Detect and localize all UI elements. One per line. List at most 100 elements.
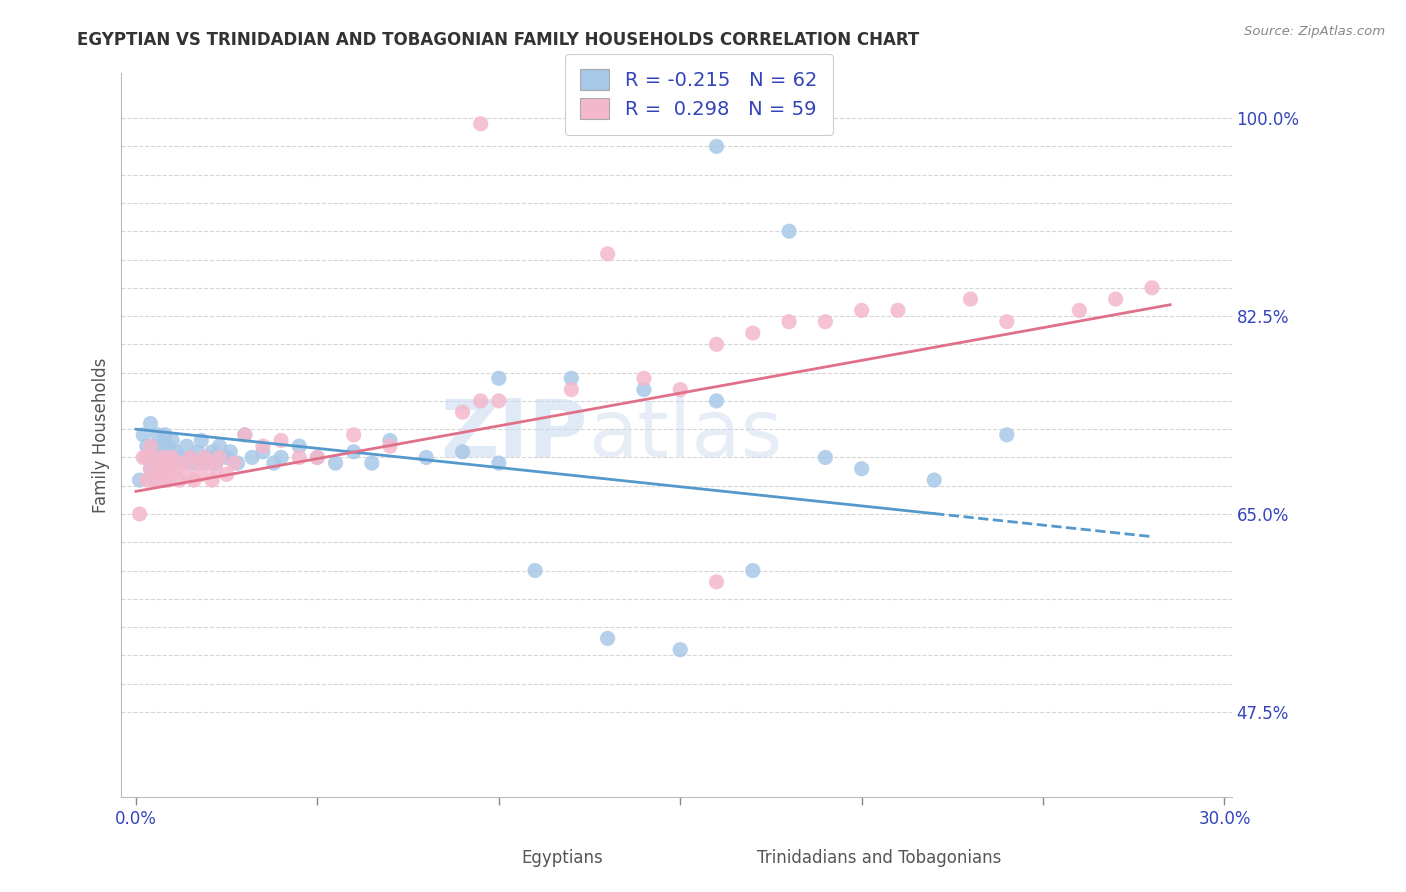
Point (325, 456, 347, 470)
Point (596, 247, 619, 261)
Point (215, 450, 238, 465)
Point (706, 337, 728, 351)
Point (208, 439, 231, 453)
Point (143, 439, 166, 453)
Point (288, 450, 311, 465)
Point (633, 383, 655, 397)
Point (176, 467, 198, 482)
Point (139, 462, 162, 476)
Point (307, 450, 329, 465)
Point (959, 292, 981, 306)
Point (169, 450, 191, 465)
Point (778, 315, 800, 329)
Point (183, 456, 205, 470)
Point (233, 427, 256, 442)
Point (741, 326, 763, 340)
Point (150, 473, 173, 487)
Point (204, 456, 226, 470)
Point (150, 462, 173, 476)
Legend: R = -0.215   N = 62, R =  0.298   N = 59: R = -0.215 N = 62, R = 0.298 N = 59 (565, 54, 832, 135)
Point (706, 574, 728, 589)
Point (162, 467, 184, 482)
Point (378, 439, 401, 453)
Point (143, 473, 166, 487)
Point (596, 632, 619, 646)
Point (157, 456, 180, 470)
Point (378, 434, 401, 448)
Point (226, 456, 249, 470)
Point (135, 450, 157, 465)
Point (669, 642, 692, 657)
Point (1140, 281, 1163, 295)
Point (139, 417, 162, 431)
Point (343, 427, 366, 442)
Point (222, 456, 245, 470)
Text: Trinidadians and Tobagonians: Trinidadians and Tobagonians (756, 848, 1001, 866)
Point (135, 439, 157, 453)
Point (187, 456, 209, 470)
Point (1069, 303, 1091, 318)
Point (132, 427, 155, 442)
Point (157, 450, 180, 465)
Point (169, 473, 191, 487)
Point (146, 427, 169, 442)
Point (183, 473, 205, 487)
Point (190, 434, 212, 448)
Point (165, 462, 187, 476)
Point (208, 450, 231, 465)
Point (197, 450, 219, 465)
Point (146, 450, 169, 465)
Point (162, 456, 184, 470)
Point (153, 473, 176, 487)
Point (219, 444, 242, 458)
Point (252, 439, 274, 453)
Point (270, 434, 292, 448)
Point (488, 456, 510, 470)
Point (150, 439, 173, 453)
Point (741, 564, 763, 578)
Point (146, 450, 169, 465)
Point (633, 371, 655, 385)
Point (995, 315, 1018, 329)
Point (139, 439, 162, 453)
Point (415, 450, 437, 465)
Text: ZIP: ZIP (440, 396, 588, 474)
Point (150, 456, 173, 470)
Point (143, 473, 166, 487)
Point (172, 456, 194, 470)
Point (263, 456, 285, 470)
Point (470, 117, 492, 131)
Point (524, 564, 547, 578)
Point (153, 467, 176, 482)
Point (451, 444, 474, 458)
Point (157, 439, 180, 453)
Point (201, 473, 224, 487)
Point (851, 462, 873, 476)
Point (470, 393, 492, 408)
Point (706, 139, 728, 153)
Point (135, 473, 157, 487)
Point (814, 450, 837, 465)
Point (887, 303, 910, 318)
Point (488, 371, 510, 385)
Point (172, 456, 194, 470)
Text: atlas: atlas (588, 396, 782, 474)
Point (162, 450, 184, 465)
Point (201, 444, 224, 458)
Point (669, 383, 692, 397)
Text: Source: ZipAtlas.com: Source: ZipAtlas.com (1244, 25, 1385, 38)
Point (146, 462, 169, 476)
Point (360, 456, 382, 470)
Point (176, 439, 198, 453)
Point (851, 303, 873, 318)
Point (157, 473, 180, 487)
Point (179, 450, 201, 465)
Point (560, 371, 582, 385)
Point (194, 450, 217, 465)
Point (179, 450, 201, 465)
Point (240, 450, 263, 465)
Text: EGYPTIAN VS TRINIDADIAN AND TOBAGONIAN FAMILY HOUSEHOLDS CORRELATION CHART: EGYPTIAN VS TRINIDADIAN AND TOBAGONIAN F… (77, 31, 920, 49)
Point (488, 393, 510, 408)
Point (922, 473, 945, 487)
Point (778, 224, 800, 238)
